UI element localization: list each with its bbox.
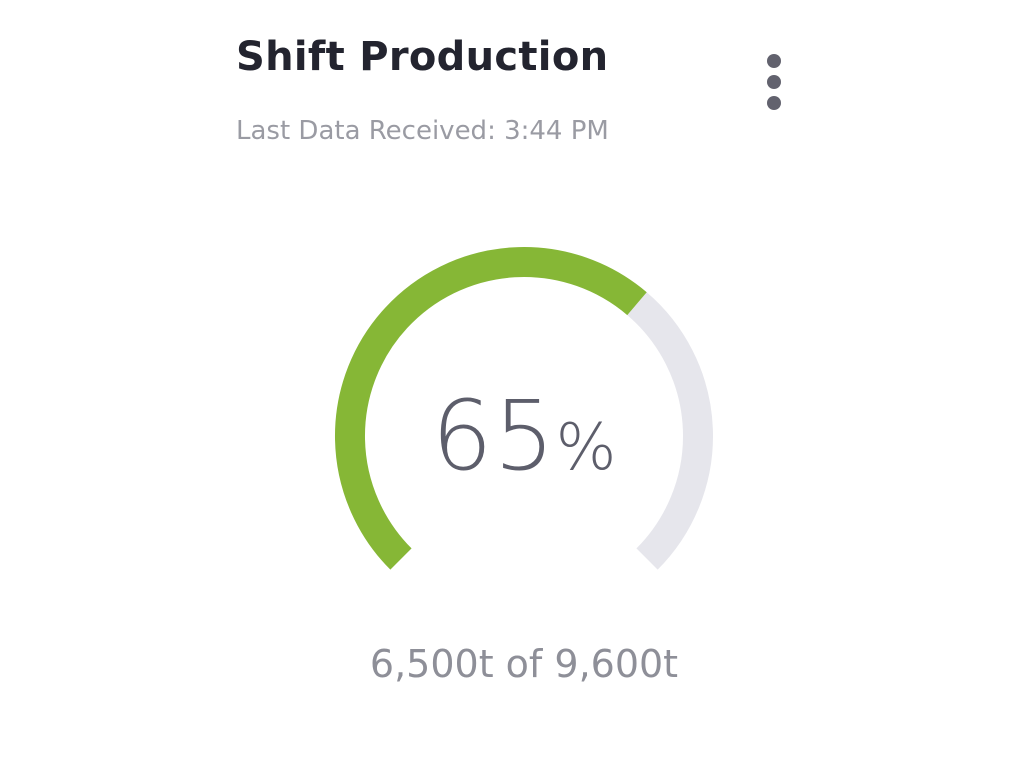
gauge-track: [627, 292, 713, 570]
more-options-button[interactable]: [758, 54, 790, 114]
last-data-received: Last Data Received: 3:44 PM: [236, 116, 609, 146]
more-vertical-icon: [767, 54, 781, 68]
gauge-progress-arc: [335, 247, 647, 570]
percent-value: 65: [431, 380, 556, 492]
production-amount: 6,500t of 9,600t: [369, 642, 679, 686]
card-title: Shift Production: [236, 34, 609, 80]
gauge-percent: 65%: [334, 380, 714, 492]
percent-sign: %: [555, 411, 617, 485]
